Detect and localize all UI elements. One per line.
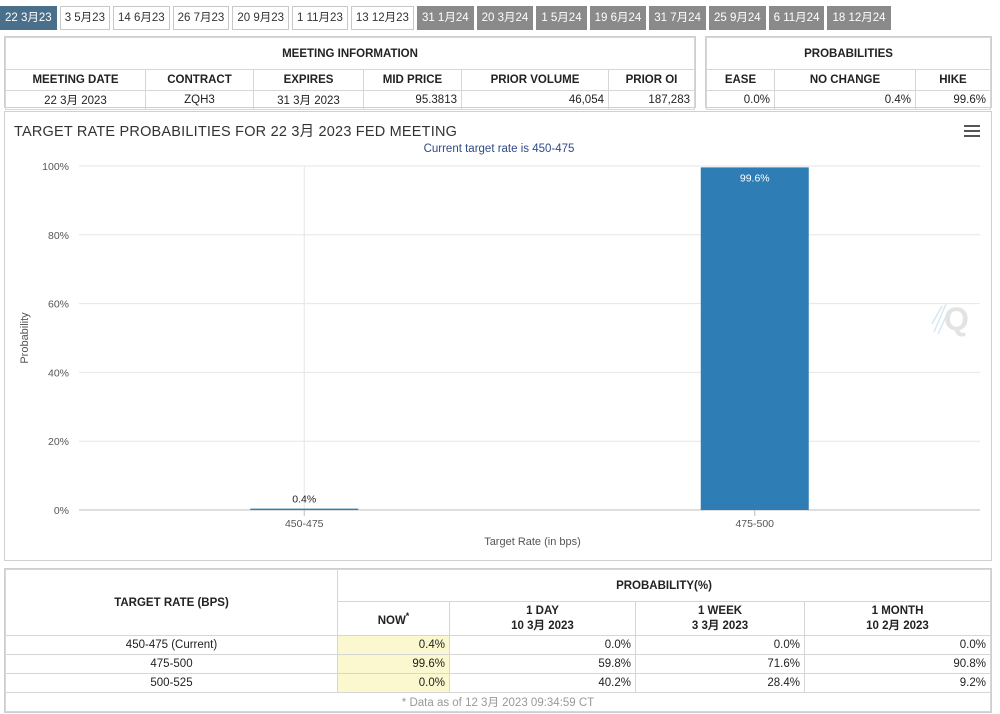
mid-price-value: 95.3813 (363, 90, 462, 110)
meeting-tab[interactable]: 20 9月23 (232, 6, 290, 30)
target-rate-cell: 500-525 (5, 673, 338, 693)
prior-oi-value: 187,283 (608, 90, 695, 110)
x-tick-label: 450-475 (285, 518, 324, 530)
chart-title: TARGET RATE PROBABILITIES FOR 22 3月 2023… (14, 124, 458, 140)
no-change-value: 0.4% (774, 90, 916, 110)
y-tick-label: 40% (48, 367, 69, 379)
meeting-tab[interactable]: 25 9月24 (708, 6, 766, 30)
hike-value: 99.6% (915, 90, 991, 110)
probability-cell: 0.0% (449, 635, 636, 655)
now-probability-cell: 0.4% (337, 635, 450, 655)
header-ease: EASE (706, 69, 775, 91)
header-1-month-date: 10 2月 2023 (866, 619, 929, 632)
probability-cell: 0.0% (635, 635, 805, 655)
header-now-label: NOW (377, 614, 406, 627)
header-1-week: 1 WEEK 3 3月 2023 (635, 601, 805, 636)
header-target-rate: TARGET RATE (BPS) (5, 569, 338, 636)
table-row: 450-475 (Current) 0.4% 0.0% 0.0% 0.0% (5, 635, 991, 655)
y-tick-label: 0% (54, 505, 69, 517)
svg-text:Q: Q (944, 301, 969, 337)
table-row: 500-525 0.0% 40.2% 28.4% 9.2% (5, 673, 991, 693)
header-1-week-date: 3 3月 2023 (691, 619, 749, 632)
header-1-month-label: 1 MONTH (871, 604, 924, 617)
header-1-day-label: 1 DAY (526, 604, 559, 617)
header-hike: HIKE (915, 69, 991, 91)
meeting-tab[interactable]: 3 5月23 (59, 6, 110, 30)
header-prior-volume: PRIOR VOLUME (461, 69, 609, 91)
chart-subtitle: Current target rate is 450-475 (423, 143, 575, 155)
header-expires: EXPIRES (253, 69, 364, 91)
target-rate-chart: TARGET RATE PROBABILITIES FOR 22 3月 2023… (4, 111, 992, 561)
chart-menu-icon[interactable] (964, 125, 980, 137)
prior-volume-value: 46,054 (461, 90, 609, 110)
ease-value: 0.0% (706, 90, 775, 110)
probability-cell: 0.0% (804, 635, 991, 655)
meeting-tab[interactable]: 26 7月23 (172, 6, 230, 30)
x-axis-title: Target Rate (in bps) (484, 536, 581, 548)
target-rate-cell: 475-500 (5, 654, 338, 674)
meeting-date-value: 22 3月 2023 (5, 90, 146, 110)
y-axis-title: Probability (19, 312, 31, 364)
quikstrike-logo-icon: Q (931, 301, 969, 337)
header-1-day-date: 10 3月 2023 (511, 619, 574, 632)
meeting-tab[interactable]: 6 11月24 (768, 6, 825, 30)
header-meeting-date: MEETING DATE (5, 69, 146, 91)
meeting-tab[interactable]: 1 5月24 (536, 6, 587, 30)
header-1-day: 1 DAY 10 3月 2023 (449, 601, 636, 636)
header-1-month: 1 MONTH 10 2月 2023 (804, 601, 991, 636)
header-prior-oi: PRIOR OI (608, 69, 695, 91)
probabilities-title: PROBABILITIES (706, 37, 991, 70)
probability-cell: 40.2% (449, 673, 636, 693)
header-probability: PROBABILITY(%) (337, 569, 991, 602)
bar (250, 508, 359, 510)
data-timestamp-footnote: * Data as of 12 3月 2023 09:34:59 CT (5, 692, 991, 712)
meeting-information-panel: MEETING INFORMATION MEETING DATE CONTRAC… (4, 36, 696, 110)
meeting-tab[interactable]: 22 3月23 (0, 6, 57, 30)
header-no-change: NO CHANGE (774, 69, 916, 91)
probability-cell: 90.8% (804, 654, 991, 674)
meeting-tab[interactable]: 18 12月24 (827, 6, 891, 30)
header-mid-price: MID PRICE (363, 69, 462, 91)
now-probability-cell: 99.6% (337, 654, 450, 674)
probability-table: TARGET RATE (BPS) PROBABILITY(%) NOW* 1 … (4, 568, 992, 713)
expires-value: 31 3月 2023 (253, 90, 364, 110)
contract-value: ZQH3 (145, 90, 254, 110)
target-rate-cell: 450-475 (Current) (5, 635, 338, 655)
y-tick-label: 20% (48, 436, 69, 448)
meeting-tab[interactable]: 14 6月23 (112, 6, 170, 30)
meeting-tab[interactable]: 13 12月23 (350, 6, 414, 30)
probability-cell: 59.8% (449, 654, 636, 674)
x-tick-label: 475-500 (735, 518, 774, 530)
y-tick-label: 100% (42, 161, 69, 173)
probabilities-panel: PROBABILITIES EASE NO CHANGE HIKE 0.0% 0… (705, 36, 992, 110)
meeting-tab[interactable]: 31 1月24 (416, 6, 474, 30)
table-row: 475-500 99.6% 59.8% 71.6% 90.8% (5, 654, 991, 674)
probability-cell: 28.4% (635, 673, 805, 693)
meeting-tab[interactable]: 20 3月24 (476, 6, 534, 30)
meeting-tab[interactable]: 1 11月23 (292, 6, 348, 30)
meeting-tab[interactable]: 31 7月24 (649, 6, 706, 30)
header-contract: CONTRACT (145, 69, 254, 91)
data-label: 99.6% (740, 172, 770, 184)
meeting-tabs: 22 3月23 3 5月23 14 6月23 26 7月23 20 9月23 1 11月2… (0, 6, 891, 30)
meeting-tab[interactable]: 19 6月24 (589, 6, 647, 30)
chart-plot: 0% 20% 40% 60% 80% 100% 0.4% 450-475 99.6% 475-50… (19, 161, 980, 548)
header-now: NOW* (337, 601, 450, 636)
y-tick-label: 60% (48, 299, 69, 311)
bar (700, 167, 809, 510)
header-1-week-label: 1 WEEK (697, 604, 743, 617)
now-probability-cell: 0.0% (337, 673, 450, 693)
y-tick-label: 80% (48, 230, 69, 242)
data-label: 0.4% (292, 494, 316, 506)
probability-cell: 9.2% (804, 673, 991, 693)
meeting-information-title: MEETING INFORMATION (5, 37, 695, 70)
probability-cell: 71.6% (635, 654, 805, 674)
header-now-mark: * (405, 610, 410, 621)
